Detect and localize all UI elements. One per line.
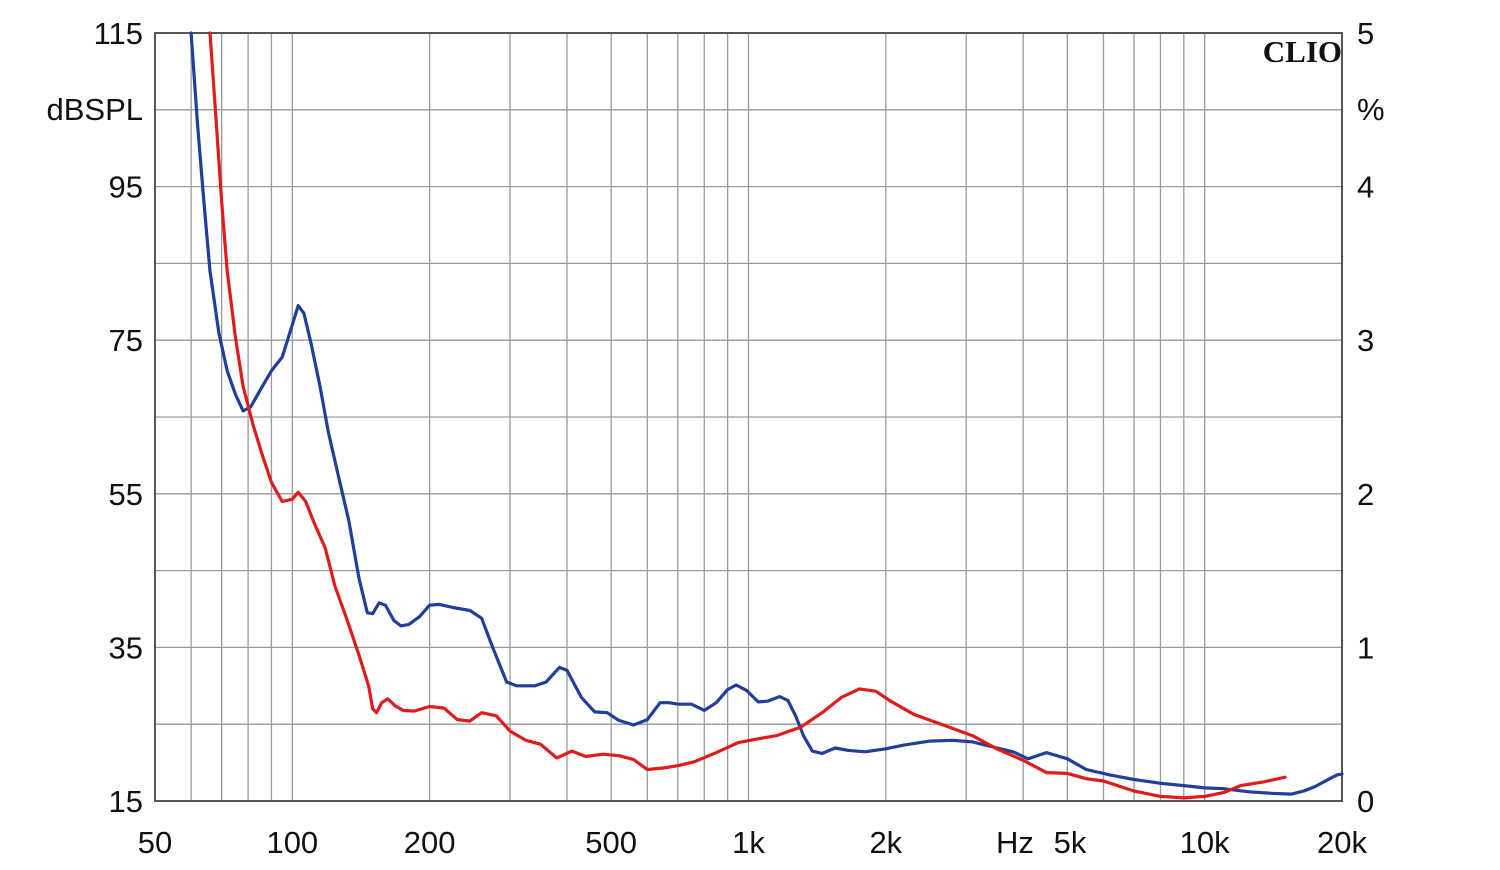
y-left-tick-75: 75 [109,323,143,358]
y-left-tick-115: 115 [94,16,143,51]
x-tick-200: 200 [404,825,456,860]
x-axis-unit: Hz [996,825,1034,860]
left-axis-unit: dBSPL [46,92,143,127]
y-right-tick-3: 3 [1357,323,1374,358]
x-tick-5k: 5k [1054,825,1087,860]
blue-series-line [189,31,1344,796]
x-tick-500: 500 [585,825,637,860]
series-layer [189,31,1344,800]
x-tick-10k: 10k [1180,825,1230,860]
x-tick-20k: 20k [1317,825,1367,860]
x-tick-50: 50 [138,825,172,860]
y-right-tick-4: 4 [1357,170,1374,205]
x-tick-1k: 1k [732,825,765,860]
y-left-tick-55: 55 [109,477,143,512]
brand-label: CLIO [1263,34,1342,69]
y-left-tick-95: 95 [109,170,143,205]
y-left-tick-15: 15 [109,784,143,819]
plot-frame [154,32,1343,802]
y-right-tick-5: 5 [1357,16,1374,51]
tick-labels: CLIO dBSPL % Hz 115 95 75 55 35 15 5 4 3 2 1 0 50 100… [46,16,1384,860]
x-tick-100: 100 [266,825,318,860]
grid [155,33,1342,801]
y-right-tick-0: 0 [1357,784,1374,819]
right-axis-unit: % [1357,92,1385,127]
red-series-line [208,31,1287,800]
x-tick-2k: 2k [869,825,902,860]
y-right-tick-2: 2 [1357,477,1374,512]
y-right-tick-1: 1 [1357,630,1374,665]
y-left-tick-35: 35 [109,630,143,665]
